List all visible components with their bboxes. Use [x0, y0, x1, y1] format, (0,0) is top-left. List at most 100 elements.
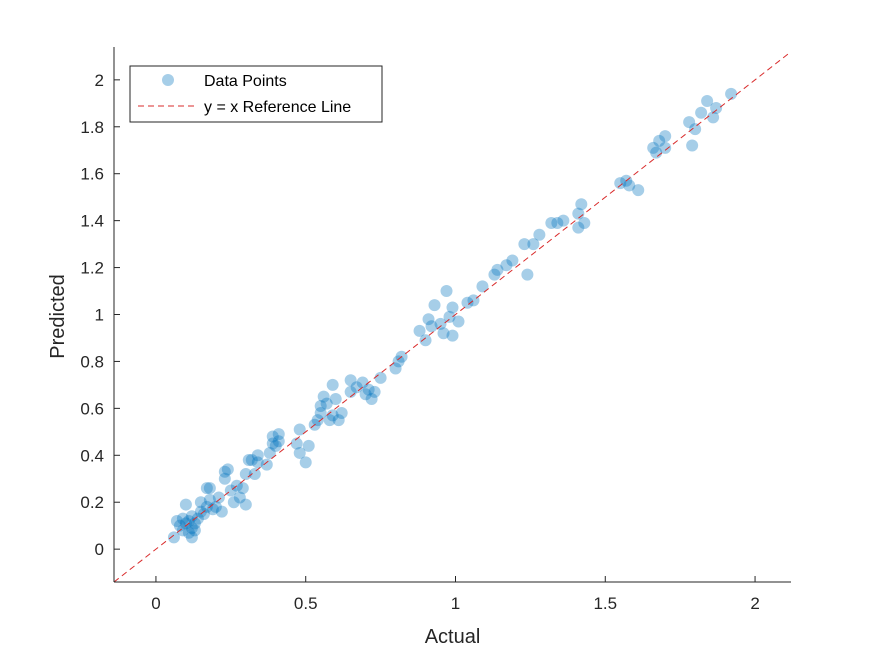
data-point — [179, 498, 192, 511]
data-point — [572, 221, 585, 234]
data-point — [725, 87, 738, 100]
data-point — [239, 468, 252, 481]
y-tick-label: 0.6 — [80, 399, 104, 418]
data-point — [191, 512, 204, 525]
data-point — [185, 510, 198, 523]
data-point — [392, 355, 405, 368]
data-point — [272, 435, 285, 448]
data-point — [302, 439, 315, 452]
data-point — [212, 491, 225, 504]
y-tick-label: 0.2 — [80, 493, 104, 512]
y-ticks: 0 0.2 0.4 0.6 0.8 1 1.2 1.4 1.6 1.8 2 — [80, 71, 120, 559]
data-point — [461, 296, 474, 309]
data-point — [239, 498, 252, 511]
data-point — [572, 207, 585, 220]
data-point — [221, 463, 234, 476]
data-point — [422, 313, 435, 326]
data-point — [272, 428, 285, 441]
y-tick-label: 0 — [95, 540, 104, 559]
data-point — [659, 141, 672, 154]
data-point — [632, 184, 645, 197]
data-point — [389, 362, 402, 375]
data-point — [188, 524, 201, 537]
data-point — [197, 507, 210, 520]
y-tick-label: 0.8 — [80, 352, 104, 371]
data-point — [434, 317, 447, 330]
data-point — [218, 472, 231, 485]
data-point — [311, 414, 324, 427]
data-point — [179, 517, 192, 530]
data-point — [446, 301, 459, 314]
data-point — [695, 106, 708, 119]
data-point — [467, 294, 480, 307]
data-point — [344, 385, 357, 398]
data-point — [491, 263, 504, 276]
data-point — [506, 254, 519, 267]
data-point — [374, 371, 387, 384]
data-point — [350, 381, 363, 394]
data-point — [203, 482, 216, 495]
data-points-layer — [167, 87, 738, 544]
data-point — [230, 479, 243, 492]
data-point — [266, 437, 279, 450]
data-point — [293, 423, 306, 436]
data-point — [521, 268, 534, 281]
data-point — [659, 130, 672, 143]
legend-label-data-points: Data Points — [204, 73, 287, 90]
legend: Data Points y = x Reference Line — [129, 65, 383, 123]
data-point — [194, 496, 207, 509]
data-point — [290, 437, 303, 450]
y-tick-label: 0.4 — [80, 446, 104, 465]
data-point — [551, 216, 564, 229]
data-point — [428, 299, 441, 312]
y-tick-label: 1.8 — [80, 118, 104, 137]
data-point — [320, 397, 333, 410]
data-point — [476, 280, 489, 293]
data-point — [647, 141, 660, 154]
data-point — [269, 439, 282, 452]
data-point — [701, 94, 714, 107]
data-point — [359, 388, 372, 401]
legend-box — [129, 65, 383, 123]
y-tick-label: 1.4 — [80, 212, 104, 231]
data-point — [329, 392, 342, 405]
data-point — [224, 484, 237, 497]
data-point — [419, 334, 432, 347]
data-point — [326, 378, 339, 391]
data-point — [443, 310, 456, 323]
x-tick-label: 1.5 — [593, 594, 617, 613]
y-axis-title: Predicted — [47, 274, 69, 359]
data-point — [356, 376, 369, 389]
data-point — [218, 465, 231, 478]
x-tick-label: 0 — [151, 594, 160, 613]
x-tick-label: 2 — [750, 594, 759, 613]
data-point — [413, 324, 426, 337]
x-tick-label: 1 — [451, 594, 460, 613]
x-tick-label: 0.5 — [294, 594, 318, 613]
data-point — [251, 449, 264, 462]
y-tick-label: 1 — [95, 306, 104, 325]
data-point — [182, 526, 195, 539]
data-point — [575, 198, 588, 211]
data-point — [203, 493, 216, 506]
data-point — [362, 383, 375, 396]
data-point — [314, 400, 327, 413]
data-point — [653, 134, 666, 147]
data-point — [707, 111, 720, 124]
data-point — [365, 392, 378, 405]
data-point — [527, 238, 540, 251]
data-point — [200, 500, 213, 513]
data-point — [368, 385, 381, 398]
data-point — [299, 456, 312, 469]
data-point — [623, 179, 636, 192]
data-point — [686, 139, 699, 152]
data-point — [236, 482, 249, 495]
x-axis-title: Actual — [425, 626, 481, 648]
data-point — [245, 453, 258, 466]
y-tick-label: 2 — [95, 71, 104, 90]
data-point — [260, 458, 273, 471]
data-point — [578, 216, 591, 229]
y-tick-label: 1.6 — [80, 165, 104, 184]
data-point — [323, 414, 336, 427]
data-point — [176, 524, 189, 537]
